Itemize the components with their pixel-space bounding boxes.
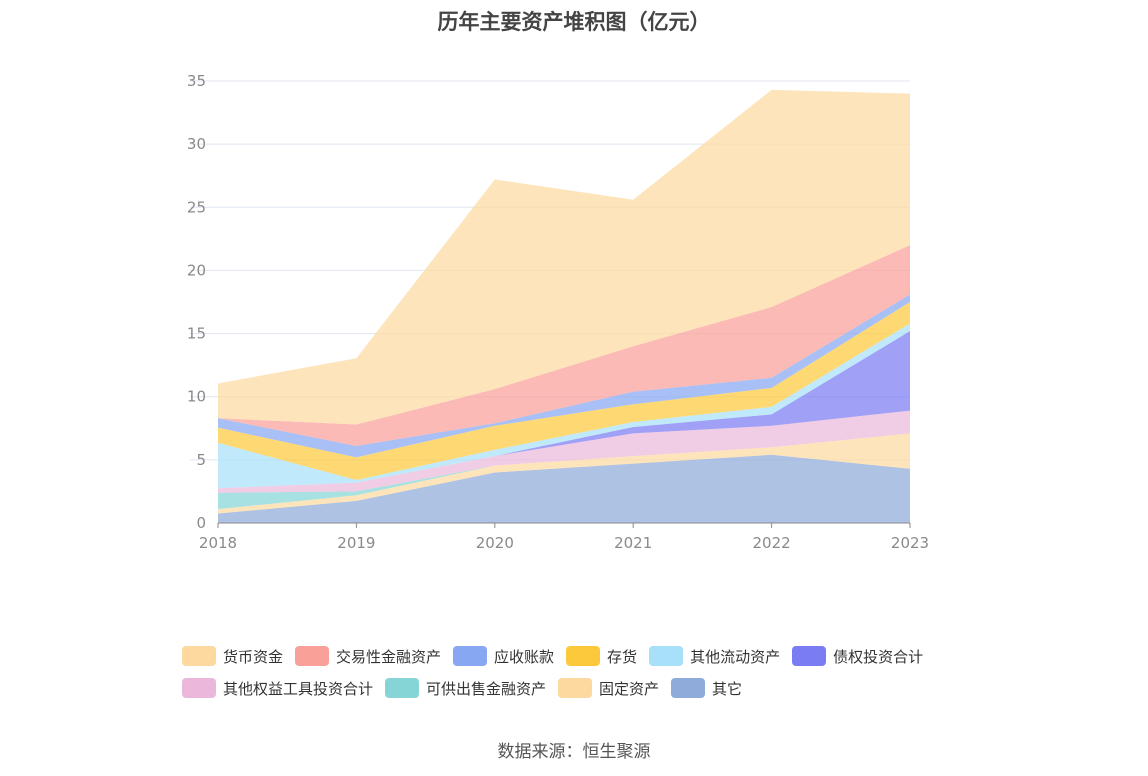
area-series-应收账款: [218, 294, 910, 458]
legend-item[interactable]: 固定资产: [558, 678, 659, 699]
legend-label: 债权投资合计: [833, 647, 924, 666]
legend-row: 其他权益工具投资合计 可供出售金融资产 固定资产 其它: [182, 672, 982, 704]
area-series-货币资金: [218, 89, 910, 425]
legend-item[interactable]: 存货: [566, 646, 637, 667]
y-tick-label: 5: [196, 451, 206, 469]
stacked-area-chart: 0 5 10 15 20 25 30 35 2018 2019 2020 2021 2022 2023: [187, 72, 929, 552]
legend-swatch: [558, 678, 593, 698]
legend-swatch: [453, 646, 488, 666]
y-tick-label: 20: [187, 261, 206, 279]
legend-swatch: [385, 678, 420, 698]
legend-item[interactable]: 应收账款: [453, 646, 554, 667]
legend-label: 货币资金: [223, 647, 284, 666]
area-series-存货: [218, 302, 910, 481]
legend-item[interactable]: 其它: [671, 678, 742, 699]
x-tick-label: 2023: [891, 534, 929, 552]
x-tick-label: 2018: [199, 534, 237, 552]
legend-item[interactable]: 其他权益工具投资合计: [182, 678, 373, 699]
x-tick-label: 2022: [753, 534, 791, 552]
legend-swatch: [182, 678, 216, 698]
legend-label: 固定资产: [599, 679, 660, 698]
x-tick-label: 2021: [614, 534, 652, 552]
legend-item[interactable]: 交易性金融资产: [295, 646, 441, 667]
area-series-其他流动资产: [218, 323, 910, 489]
area-series-可供出售金融资产: [218, 433, 910, 510]
axes: 0 5 10 15 20 25 30 35 2018 2019 2020 2021 2022 2023: [187, 72, 929, 552]
legend-item[interactable]: 其他流动资产: [649, 646, 780, 667]
chart-title: 历年主要资产堆积图（亿元）: [437, 10, 711, 34]
area-series-固定资产: [218, 433, 910, 514]
legend-swatch: [295, 646, 330, 666]
legend-swatch: [182, 646, 216, 666]
y-tick-label: 35: [187, 72, 206, 90]
legend-item[interactable]: 债权投资合计: [792, 646, 923, 667]
legend-label: 存货: [607, 647, 638, 666]
legend-swatch: [671, 678, 706, 698]
y-tick-label: 0: [196, 514, 206, 532]
area-layer: [218, 89, 910, 523]
y-tick-label: 25: [187, 198, 206, 216]
legend-swatch: [649, 646, 684, 666]
legend-item[interactable]: 可供出售金融资产: [385, 678, 546, 699]
data-source-note: 数据来源：恒生聚源: [497, 742, 651, 762]
legend-label: 其它: [712, 679, 743, 698]
legend-label: 其他权益工具投资合计: [223, 679, 374, 698]
x-tick-label: 2019: [337, 534, 375, 552]
legend-swatch: [566, 646, 601, 666]
y-tick-label: 10: [187, 388, 206, 406]
legend-item[interactable]: 货币资金: [182, 646, 283, 667]
legend-label: 可供出售金融资产: [426, 679, 547, 698]
y-tick-label: 15: [187, 325, 206, 343]
legend-row: 货币资金 交易性金融资产 应收账款 存货 其他流动资产 债权投资合计: [182, 640, 982, 672]
legend: 货币资金 交易性金融资产 应收账款 存货 其他流动资产 债权投资合计 其他权益工具投资合计…: [182, 640, 982, 704]
legend-label: 应收账款: [494, 647, 555, 666]
legend-label: 交易性金融资产: [336, 647, 442, 666]
legend-swatch: [792, 646, 827, 666]
area-series-其它: [218, 454, 910, 523]
y-tick-label: 30: [187, 135, 206, 153]
legend-label: 其他流动资产: [690, 647, 781, 666]
area-series-其他权益工具投资合计: [218, 410, 910, 493]
x-tick-label: 2020: [476, 534, 514, 552]
area-series-交易性金融资产: [218, 245, 910, 446]
